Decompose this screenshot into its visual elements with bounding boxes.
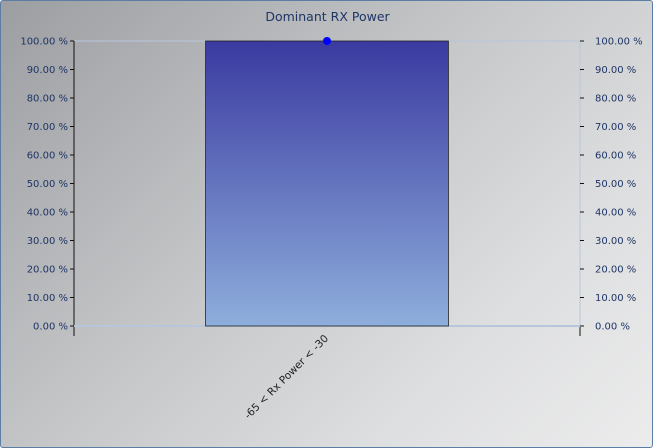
y-tick-label-right: 60.00 % — [595, 151, 636, 162]
y-tick-label-left: 90.00 % — [27, 65, 68, 76]
data-point — [323, 37, 331, 45]
y-tick-label-right: 50.00 % — [595, 179, 636, 190]
y-tick-label-right: 0.00 % — [595, 322, 630, 333]
y-tick-label-left: 20.00 % — [27, 265, 68, 276]
y-tick-label-right: 40.00 % — [595, 208, 636, 219]
x-category-label: -65 < Rx Power < -30 — [242, 333, 331, 422]
y-tick-label-left: 0.00 % — [33, 322, 68, 333]
bar — [205, 40, 449, 327]
y-tick-label-left: 70.00 % — [27, 122, 68, 133]
y-tick-label-right: 30.00 % — [595, 236, 636, 247]
chart-title: Dominant RX Power — [265, 9, 390, 24]
y-tick-label-left: 50.00 % — [27, 179, 68, 190]
y-tick-label-left: 40.00 % — [27, 208, 68, 219]
y-tick-label-right: 100.00 % — [595, 37, 643, 48]
y-tick-label-left: 30.00 % — [27, 236, 68, 247]
y-tick-label-right: 20.00 % — [595, 265, 636, 276]
y-tick-label-right: 70.00 % — [595, 122, 636, 133]
y-tick-label-left: 60.00 % — [27, 151, 68, 162]
y-tick-label-left: 100.00 % — [20, 37, 68, 48]
y-tick-label-left: 10.00 % — [27, 293, 68, 304]
y-tick-label-left: 80.00 % — [27, 94, 68, 105]
y-tick-label-right: 90.00 % — [595, 65, 636, 76]
y-tick-label-right: 80.00 % — [595, 94, 636, 105]
y-tick-label-right: 10.00 % — [595, 293, 636, 304]
